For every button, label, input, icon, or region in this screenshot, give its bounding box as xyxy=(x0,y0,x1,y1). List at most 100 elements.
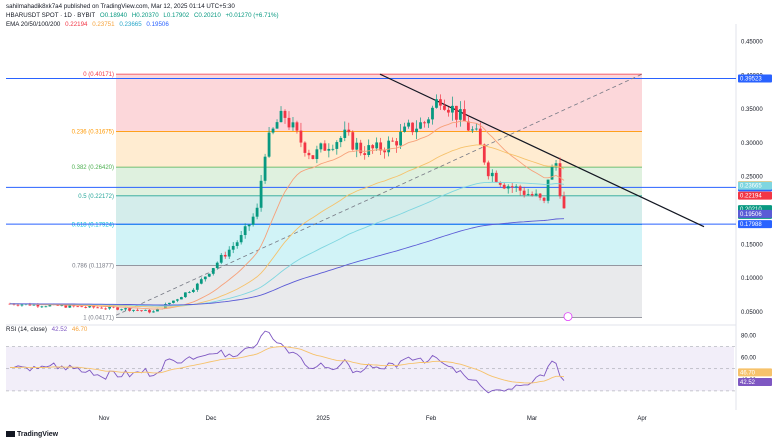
candle-body xyxy=(506,186,510,189)
candle-body xyxy=(120,309,123,311)
candle-body xyxy=(80,306,84,308)
candle-body xyxy=(554,163,558,167)
candle-body xyxy=(522,190,526,195)
publisher-credit: sahilmahadik8xk7a4 published on TradingV… xyxy=(6,3,235,10)
candle-body xyxy=(96,307,100,309)
fib-level-label: 0.786 (0.11877) xyxy=(72,263,114,269)
candle-body xyxy=(72,305,76,307)
tradingview-logo-icon xyxy=(6,431,15,438)
candle-body xyxy=(227,249,231,257)
fib-zone xyxy=(116,195,642,225)
candle-body xyxy=(168,302,171,305)
rsi-value: 42.52 xyxy=(51,326,68,333)
candle-body xyxy=(116,307,120,310)
candle-body xyxy=(60,305,64,307)
candle-body xyxy=(84,307,88,308)
candle-body xyxy=(279,110,283,123)
candle-body xyxy=(343,129,347,138)
rsi-label: RSI (14, close) xyxy=(6,326,47,333)
fib-level-label: 0.618 (0.17924) xyxy=(72,223,114,229)
candle-body xyxy=(339,137,343,143)
candle-body xyxy=(530,194,534,196)
rsi-tag-label: 42.52 xyxy=(740,380,756,386)
candle-body xyxy=(419,122,422,129)
low-value: L0.17902 xyxy=(163,12,190,19)
high-value: H0.20370 xyxy=(131,12,159,19)
candle-body xyxy=(498,182,502,185)
candle-body xyxy=(526,194,530,195)
candle-body xyxy=(32,304,36,306)
candle-body xyxy=(295,122,299,131)
rsi-tag-bg xyxy=(738,378,772,387)
candle-body xyxy=(558,163,562,197)
price-tag-bg xyxy=(738,209,772,218)
candle-body xyxy=(271,128,275,133)
candle-body xyxy=(44,306,48,308)
fib-level-label: 0 (0.40171) xyxy=(83,72,114,78)
candle-body xyxy=(259,180,263,208)
candle-body xyxy=(383,150,387,153)
candle-body xyxy=(478,128,482,145)
candle-body xyxy=(152,311,155,313)
candle-body xyxy=(251,216,255,225)
candle-body xyxy=(287,117,291,128)
symbol-ohlc-legend: HBARUSDT SPOT · 1D · BYBIT O0.18940 H0.2… xyxy=(6,12,282,19)
candle-body xyxy=(207,273,211,277)
ema200-line xyxy=(10,218,565,306)
candle-body xyxy=(502,184,506,189)
candle-body xyxy=(371,145,375,149)
candle-body xyxy=(48,305,52,307)
candle-body xyxy=(331,148,335,150)
candle-body xyxy=(407,122,410,127)
price-tag-bg xyxy=(738,74,772,83)
candle-body xyxy=(494,172,498,183)
price-axis-label: 0.05000 xyxy=(741,310,763,316)
candle-body xyxy=(443,105,446,110)
candle-body xyxy=(315,149,319,159)
candle-body xyxy=(474,128,478,130)
candle-body xyxy=(223,254,227,257)
candle-body xyxy=(303,142,307,153)
candle-body xyxy=(311,155,315,159)
candle-body xyxy=(20,304,24,306)
alert-icon xyxy=(563,312,573,321)
candle-body xyxy=(431,107,434,120)
time-axis-label: Nov xyxy=(99,416,110,422)
candle-body xyxy=(275,122,279,129)
ema50-value: 0.23751 xyxy=(92,21,115,28)
rsi-axis-label: 80.00 xyxy=(741,334,757,340)
candle-body xyxy=(451,105,454,113)
candle-body xyxy=(136,309,139,311)
candle-body xyxy=(514,186,518,188)
candle-body xyxy=(36,304,40,307)
candle-body xyxy=(132,309,135,311)
price-axis-label: 0.35000 xyxy=(741,107,763,113)
candle-body xyxy=(423,122,426,124)
tradingview-brand-label: TradingView xyxy=(17,431,59,438)
fib-level-label: 0.5 (0.22172) xyxy=(78,194,114,200)
candle-body xyxy=(363,153,367,155)
price-axis-label: 0.10000 xyxy=(741,276,763,282)
candle-body xyxy=(546,179,550,201)
candle-body xyxy=(327,148,331,151)
candle-body xyxy=(64,305,68,308)
candle-body xyxy=(263,156,267,181)
ema200-value: 0.19506 xyxy=(146,21,169,28)
candle-body xyxy=(283,110,287,118)
candle-body xyxy=(550,166,554,180)
price-tag-label: 0.17988 xyxy=(740,222,762,228)
candle-body xyxy=(28,303,32,306)
candle-body xyxy=(219,254,223,263)
candle-body xyxy=(399,131,402,146)
candle-body xyxy=(411,122,414,133)
candle-body xyxy=(375,142,379,149)
candle-body xyxy=(454,105,458,120)
candle-body xyxy=(247,224,251,227)
descending-trendline xyxy=(379,73,705,228)
candle-body xyxy=(335,142,339,149)
ema-legend: EMA 20/50/100/200 0.22194 0.23751 0.2366… xyxy=(6,21,172,28)
change-value: +0.01270 (+6.71%) xyxy=(225,12,279,19)
candle-body xyxy=(239,235,243,243)
candle-body xyxy=(307,152,311,156)
